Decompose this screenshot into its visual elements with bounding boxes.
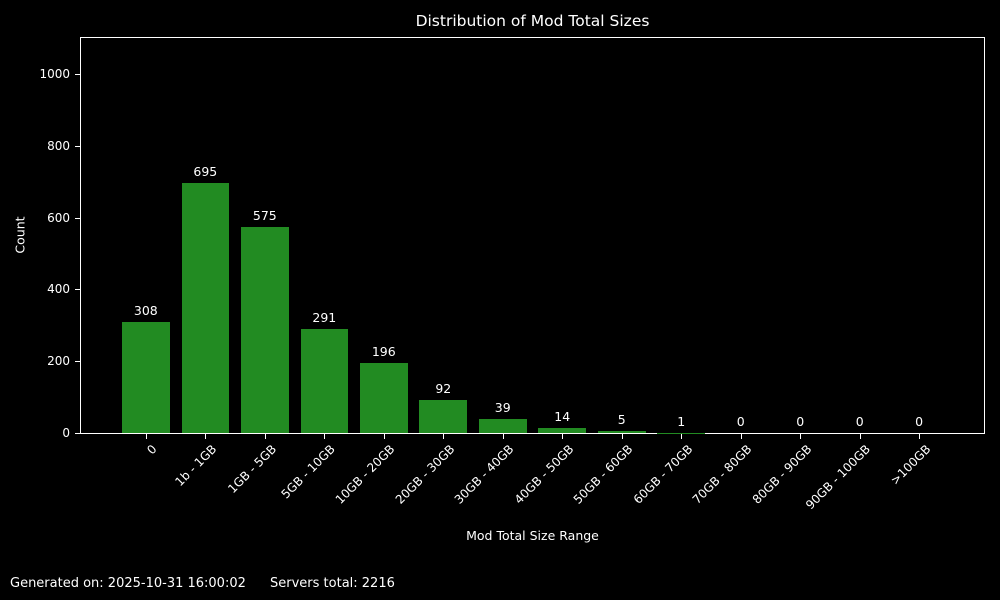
x-tick-mark <box>502 434 504 439</box>
x-tick-label: 60GB - 70GB <box>630 442 696 507</box>
y-tick-label: 400 <box>47 282 70 297</box>
bar-value-label: 39 <box>494 400 511 415</box>
bar-value-label: 291 <box>312 309 337 325</box>
y-tick-label: 0 <box>62 426 70 440</box>
x-tick-label: >100GB <box>887 442 934 488</box>
x-tick-label: 1b - 1GB <box>172 442 220 489</box>
x-tick-label: 0 <box>144 442 160 458</box>
y-tick-label: 600 <box>47 210 70 225</box>
x-tick-mark <box>919 434 921 439</box>
y-tick-mark <box>75 433 80 434</box>
x-tick-mark <box>383 434 385 439</box>
x-tick-mark <box>681 434 683 439</box>
bar <box>597 431 646 433</box>
x-tick-mark <box>621 434 623 439</box>
y-tick-mark <box>75 289 80 291</box>
bar-value-label: 0 <box>915 414 924 429</box>
y-tick-mark <box>75 145 80 147</box>
x-tick-mark <box>324 434 326 439</box>
bar-value-label: 575 <box>252 207 277 223</box>
x-axis-ticks: 0 1b - 1GB 1GB - 5GB 5GB - 10GB 10GB - 20GB 2… <box>80 434 985 554</box>
x-tick-mark <box>740 434 742 439</box>
x-tick-mark <box>800 434 802 439</box>
bar-value-label: 196 <box>371 343 396 359</box>
bar-value-label: 695 <box>193 164 218 180</box>
y-tick-mark <box>75 73 80 75</box>
x-tick-label: 80GB - 90GB <box>749 442 815 507</box>
x-tick-mark <box>562 434 564 439</box>
bar <box>122 322 170 433</box>
x-tick-label: 10GB - 20GB <box>332 442 398 507</box>
x-tick-label: 30GB - 40GB <box>451 442 517 507</box>
bar-value-label: 0 <box>796 414 805 429</box>
bar-value-label: 308 <box>133 303 158 319</box>
x-tick-mark <box>859 434 861 439</box>
bar <box>419 399 468 433</box>
bar <box>359 362 408 433</box>
bar-value-label: 5 <box>617 412 626 428</box>
x-tick-mark <box>443 434 445 439</box>
generated-timestamp: Generated on: 2025-10-31 16:00:02 <box>10 576 246 591</box>
x-tick-mark <box>205 434 207 439</box>
footer: Generated on: 2025-10-31 16:00:02 Server… <box>10 576 415 591</box>
x-tick-label: 70GB - 80GB <box>689 442 755 507</box>
x-tick-label: 1GB - 5GB <box>224 442 279 496</box>
x-tick-mark <box>145 434 147 439</box>
bar-value-label: 1 <box>677 413 686 429</box>
bar-value-label: 14 <box>554 408 571 424</box>
bar-value-label: 92 <box>435 380 452 396</box>
x-tick-label: 40GB - 50GB <box>511 442 577 507</box>
x-axis-label: Mod Total Size Range <box>466 528 599 543</box>
bar <box>478 419 527 433</box>
x-tick-label: 50GB - 60GB <box>570 442 636 507</box>
x-tick-mark <box>264 434 266 439</box>
x-tick-label: 5GB - 10GB <box>278 442 339 502</box>
bar-value-label: 0 <box>855 414 864 429</box>
bar <box>181 183 230 433</box>
y-tick-label: 1000 <box>39 66 70 81</box>
bar <box>241 226 289 433</box>
servers-total: Servers total: 2216 <box>270 576 395 591</box>
x-tick-label: 20GB - 30GB <box>392 442 458 507</box>
y-tick-mark <box>75 217 80 219</box>
bar-value-label: 0 <box>736 414 745 429</box>
bar <box>300 328 349 433</box>
y-tick-label: 200 <box>47 354 70 369</box>
y-tick-mark <box>75 361 80 363</box>
chart-title: Distribution of Mod Total Sizes <box>415 12 650 30</box>
bar <box>538 427 587 433</box>
plot-area: 308 695 575 291 196 92 39 14 5 1 0 0 0 0 <box>80 37 985 434</box>
y-tick-label: 800 <box>47 138 70 153</box>
y-axis-ticks: 0 200 400 600 800 1000 <box>0 37 80 440</box>
x-tick-label: 90GB - 100GB <box>803 442 874 513</box>
